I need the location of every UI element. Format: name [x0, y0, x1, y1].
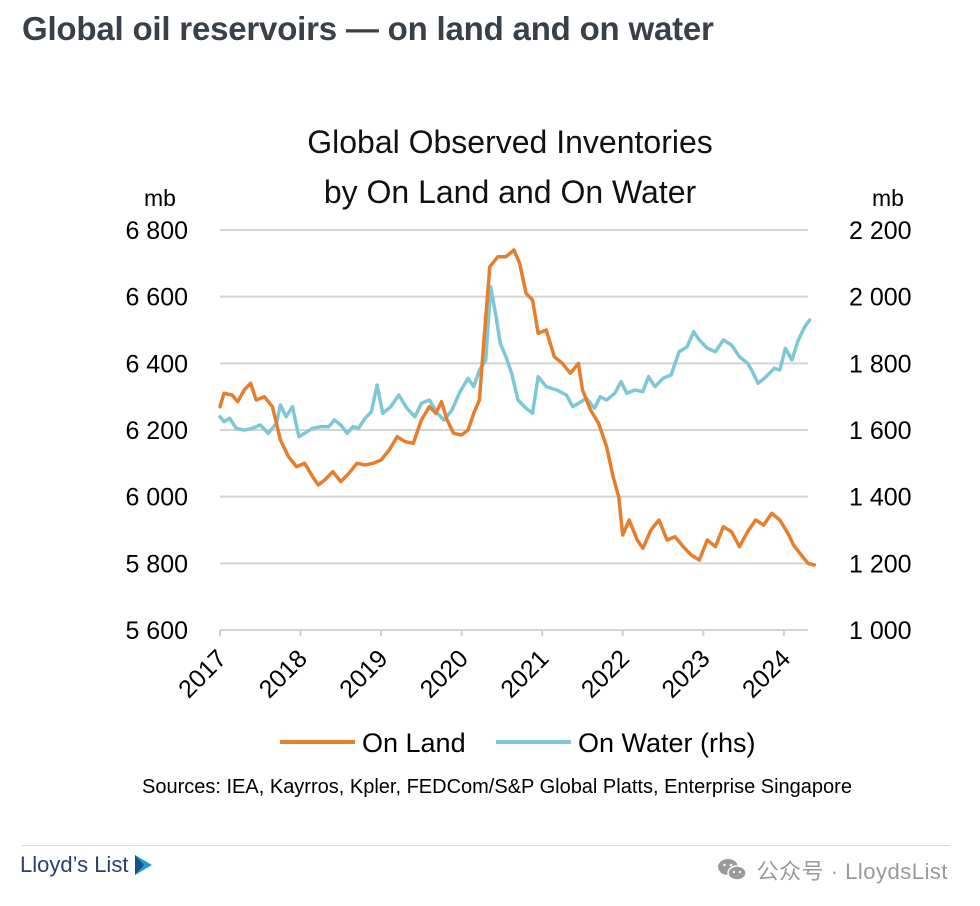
- left-axis-unit: mb: [144, 185, 176, 211]
- on-water-line: [218, 284, 812, 439]
- left-tick-label: 5 800: [125, 550, 188, 578]
- right-axis-ticks: 2 200 2 000 1 800 1 600 1 400 1 200 1 000: [849, 217, 912, 645]
- x-tick-label: 2017: [173, 644, 232, 703]
- x-axis: 2017 2018 2019 2020 2021 2022 2023 2024: [173, 629, 808, 704]
- left-axis-ticks: 6 800 6 600 6 400 6 200 6 000 5 800 5 600: [125, 217, 188, 645]
- x-tick-label: 2024: [737, 644, 796, 703]
- left-tick-label: 6 800: [125, 217, 188, 245]
- x-tick-label: 2019: [334, 644, 393, 703]
- wechat-account-label: 公众号 · LloydsList: [756, 859, 948, 884]
- left-tick-label: 6 400: [125, 350, 188, 378]
- right-tick-label: 2 000: [849, 284, 912, 312]
- x-tick-label: 2021: [495, 644, 554, 703]
- chart-title: Global Observed Inventories by On Land an…: [307, 124, 713, 210]
- right-tick-label: 1 200: [849, 550, 912, 578]
- x-tick-label: 2022: [576, 644, 635, 703]
- wechat-icon: [717, 859, 747, 881]
- right-tick-label: 1 600: [849, 417, 912, 445]
- lloyds-list-logo-icon: [135, 855, 153, 875]
- right-tick-label: 1 800: [849, 350, 912, 378]
- footer-divider: [22, 845, 950, 846]
- gridlines: [220, 229, 808, 565]
- x-tick-label: 2023: [656, 644, 715, 703]
- brand: Lloyd’s List: [20, 852, 154, 878]
- left-tick-label: 5 600: [125, 617, 188, 645]
- wechat-account: 公众号 · LloydsList: [717, 854, 948, 886]
- left-tick-label: 6 200: [125, 417, 188, 445]
- left-tick-label: 6 000: [125, 484, 188, 512]
- x-tick-label: 2018: [254, 644, 313, 703]
- brand-name: Lloyd’s List: [20, 852, 129, 877]
- x-tick-label: 2020: [415, 644, 474, 703]
- chart: Global Observed Inventories by On Land an…: [125, 124, 912, 798]
- chart-title-line: by On Land and On Water: [324, 174, 697, 210]
- right-axis-unit: mb: [872, 185, 904, 211]
- series-lines: [218, 248, 817, 567]
- right-tick-label: 1 400: [849, 484, 912, 512]
- legend-label: On Water (rhs): [578, 728, 756, 758]
- page-title: Global oil reservoirs — on land and on w…: [22, 10, 714, 47]
- right-tick-label: 2 200: [849, 217, 912, 245]
- on-land-line: [218, 248, 817, 567]
- left-tick-label: 6 600: [125, 284, 188, 312]
- source-note: Sources: IEA, Kayrros, Kpler, FEDCom/S&P…: [142, 776, 852, 798]
- legend: On Land On Water (rhs): [280, 728, 756, 758]
- right-tick-label: 1 000: [849, 617, 912, 645]
- chart-title-line: Global Observed Inventories: [307, 124, 713, 160]
- legend-label: On Land: [362, 728, 466, 758]
